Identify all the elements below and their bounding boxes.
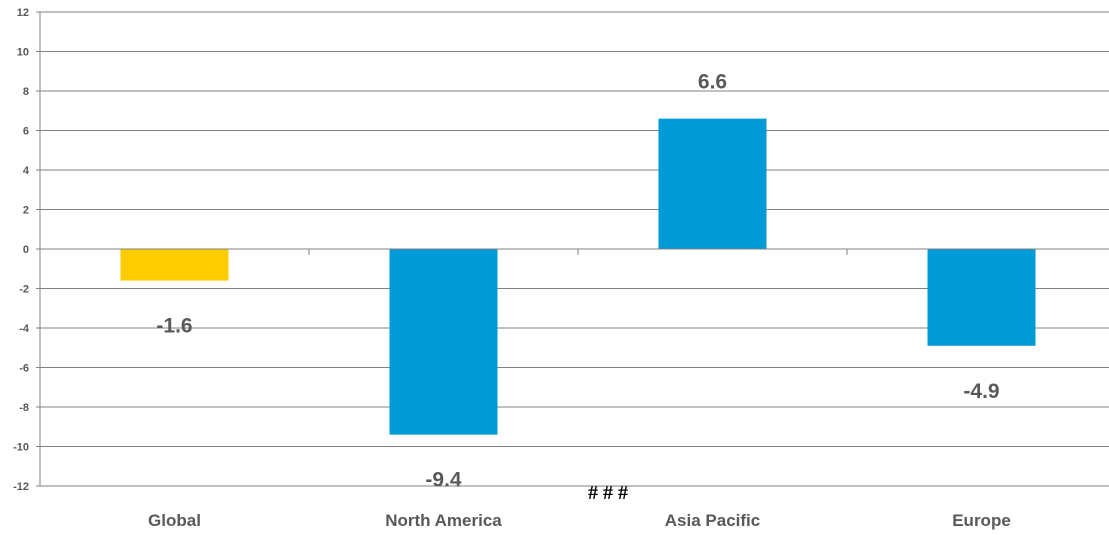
axes [39, 12, 1109, 486]
bar-global [120, 249, 229, 281]
data-label: -4.9 [963, 380, 999, 403]
bar-north-america [389, 249, 498, 435]
y-tick-label: 8 [23, 86, 29, 98]
y-tick-label: 10 [17, 47, 29, 59]
y-tick-label: -8 [19, 402, 29, 414]
data-labels: -1.6 -9.4 6.6 -4.9 [156, 71, 999, 492]
y-tick-label: -2 [19, 284, 29, 296]
y-tick-label: 12 [17, 7, 29, 19]
data-label: -1.6 [156, 315, 192, 338]
y-tick-label: 2 [23, 205, 29, 217]
y-tick-label: -6 [19, 363, 29, 375]
data-label: 6.6 [698, 71, 727, 94]
y-tick-label: -10 [13, 442, 29, 454]
y-tick-label: 4 [23, 165, 30, 177]
y-tick-label: -4 [19, 323, 30, 335]
category-label: Europe [952, 511, 1011, 530]
y-tick-label: -12 [13, 481, 29, 493]
category-label: Global [148, 511, 201, 530]
y-axis-ticks: -12 -10 -8 -6 -4 -2 0 2 4 6 8 10 12 [13, 7, 40, 493]
chart-note: # # # [588, 482, 628, 504]
category-label: Asia Pacific [665, 511, 760, 530]
bars [120, 118, 1036, 435]
data-label: -9.4 [425, 469, 462, 492]
category-label: North America [385, 511, 502, 530]
gridlines [40, 11, 1109, 487]
category-labels: Global North America Asia Pacific Europe [148, 511, 1011, 530]
y-tick-label: 6 [23, 126, 29, 138]
bar-europe [927, 249, 1036, 346]
y-tick-label: 0 [23, 244, 29, 256]
bar-asia-pacific [658, 118, 767, 250]
